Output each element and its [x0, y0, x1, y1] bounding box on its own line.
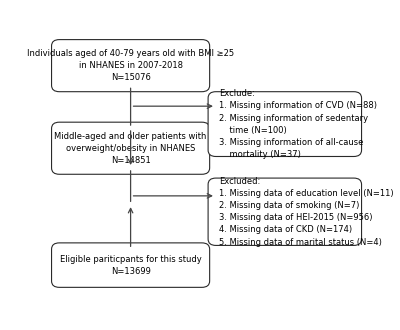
FancyBboxPatch shape	[208, 92, 362, 156]
FancyBboxPatch shape	[208, 178, 362, 246]
Text: Excluded:
1. Missing data of education level (N=11)
2. Missing data of smoking (: Excluded: 1. Missing data of education l…	[219, 177, 394, 247]
Text: Individuals aged of 40-79 years old with BMI ≥25
in NHANES in 2007-2018
N=15076: Individuals aged of 40-79 years old with…	[27, 49, 234, 82]
FancyBboxPatch shape	[52, 243, 210, 287]
FancyBboxPatch shape	[52, 122, 210, 174]
Text: Middle-aged and older patients with
overweight/obesity in NHANES
N=14851: Middle-aged and older patients with over…	[54, 132, 207, 165]
FancyBboxPatch shape	[52, 40, 210, 92]
Text: Exclude:
1. Missing information of CVD (N=88)
2. Missing information of sedentar: Exclude: 1. Missing information of CVD (…	[219, 89, 377, 159]
Text: Eligible pariticpants for this study
N=13699: Eligible pariticpants for this study N=1…	[60, 254, 202, 276]
